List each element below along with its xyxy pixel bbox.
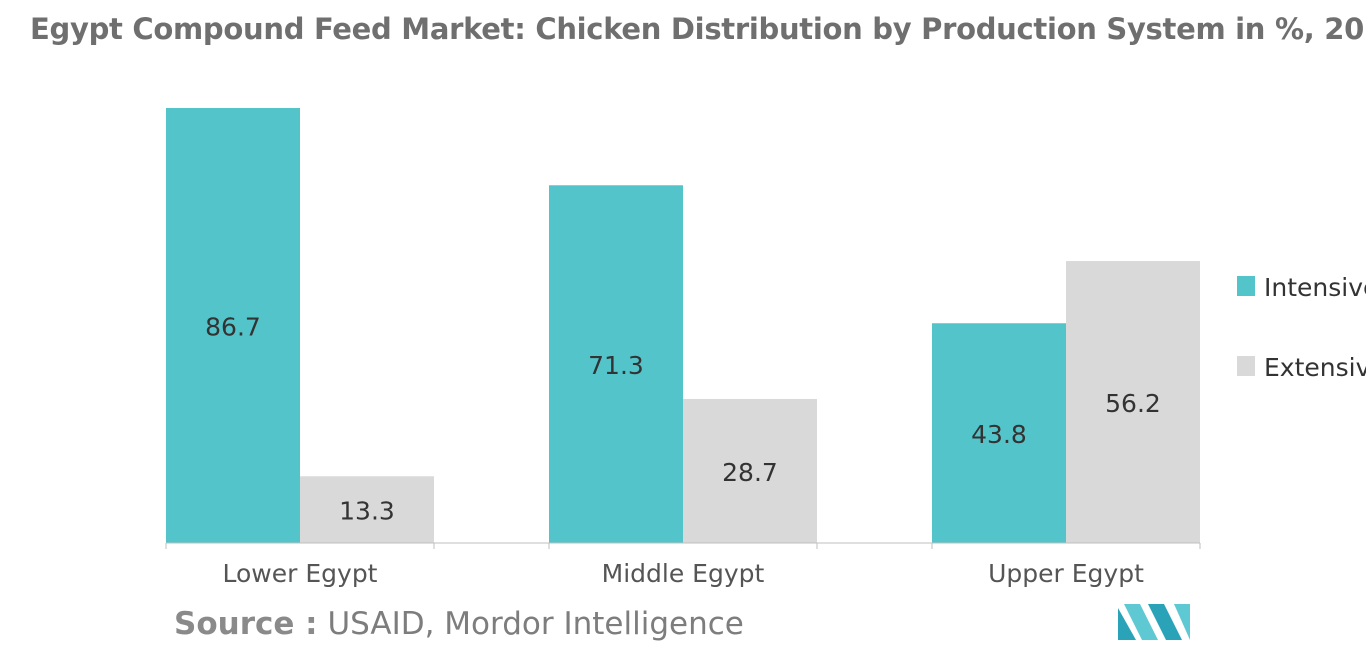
- bars-group: [166, 108, 1200, 544]
- legend-swatch-extensive: [1237, 356, 1255, 376]
- legend: Intensive Extensive: [1237, 273, 1366, 382]
- legend-label-extensive: Extensive: [1264, 353, 1366, 382]
- x-axis-labels: Lower Egypt Middle Egypt Upper Egypt: [223, 559, 1145, 588]
- source-note: Source : USAID, Mordor Intelligence: [174, 606, 744, 642]
- chart-title: Egypt Compound Feed Market: Chicken Dist…: [30, 12, 1366, 46]
- x-axis-ticks: [165, 543, 1201, 549]
- bar-intensive-upper-egypt: [932, 323, 1066, 543]
- data-label: 56.2: [1105, 389, 1161, 418]
- data-label: 13.3: [339, 497, 395, 526]
- data-label: 71.3: [588, 351, 644, 380]
- legend-label-intensive: Intensive: [1264, 273, 1366, 302]
- bar-intensive-lower-egypt: [166, 108, 300, 543]
- source-text: USAID, Mordor Intelligence: [327, 606, 744, 642]
- data-label: 86.7: [205, 313, 261, 342]
- source-label: Source :: [174, 606, 318, 642]
- bar-extensive-upper-egypt: [1066, 261, 1200, 543]
- x-tick-label: Middle Egypt: [602, 559, 765, 588]
- bar-extensive-lower-egypt: [300, 476, 434, 543]
- bar-extensive-middle-egypt: [683, 399, 817, 543]
- x-tick-label: Upper Egypt: [988, 559, 1144, 588]
- bar-chart: 86.7 13.3 71.3 28.7 43.8 56.2 Lower Egypt Midd…: [165, 108, 1366, 588]
- legend-swatch-intensive: [1237, 276, 1255, 296]
- bar-intensive-middle-egypt: [549, 185, 683, 544]
- data-label: 28.7: [722, 458, 778, 487]
- mordor-intelligence-logo-icon: [1118, 604, 1190, 640]
- x-tick-label: Lower Egypt: [223, 559, 378, 588]
- data-label: 43.8: [971, 420, 1027, 449]
- data-labels: 86.7 13.3 71.3 28.7 43.8 56.2: [205, 313, 1161, 526]
